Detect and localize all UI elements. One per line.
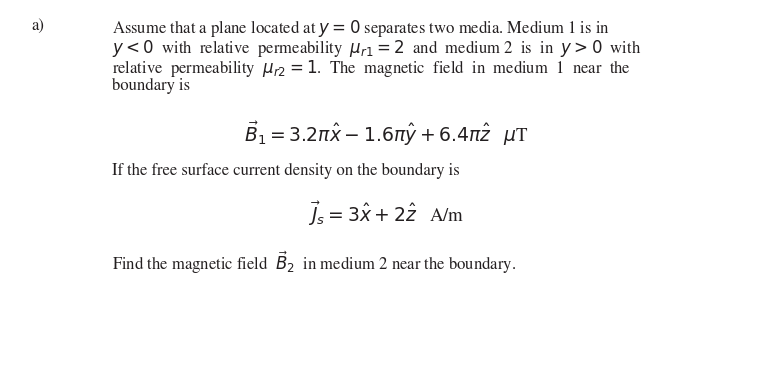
Text: If the free surface current density on the boundary is: If the free surface current density on t… <box>112 163 459 179</box>
Text: $\vec{J}_s = 3\hat{x} + 2\hat{z}$   A/m: $\vec{J}_s = 3\hat{x} + 2\hat{z}$ A/m <box>308 200 464 228</box>
Text: Find the magnetic field  $\vec{B}_2$  in medium 2 near the boundary.: Find the magnetic field $\vec{B}_2$ in m… <box>112 250 516 277</box>
Text: a): a) <box>31 18 44 34</box>
Text: $\vec{B}_1 = 3.2\pi\hat{x} - 1.6\pi\hat{y} + 6.4\pi\hat{z}$   $\mu$T: $\vec{B}_1 = 3.2\pi\hat{x} - 1.6\pi\hat{… <box>244 120 528 148</box>
Text: Assume that a plane located at $y = 0$ separates two media. Medium 1 is in: Assume that a plane located at $y = 0$ s… <box>112 18 610 39</box>
Text: boundary is: boundary is <box>112 78 190 94</box>
Text: relative  permeability  $\mu_{r2}=1$.  The  magnetic  field  in  medium  1  near: relative permeability $\mu_{r2}=1$. The … <box>112 58 631 79</box>
Text: $y<0$  with  relative  permeability  $\mu_{r1}=2$  and  medium 2  is  in  $y>0$ : $y<0$ with relative permeability $\mu_{r… <box>112 38 642 59</box>
